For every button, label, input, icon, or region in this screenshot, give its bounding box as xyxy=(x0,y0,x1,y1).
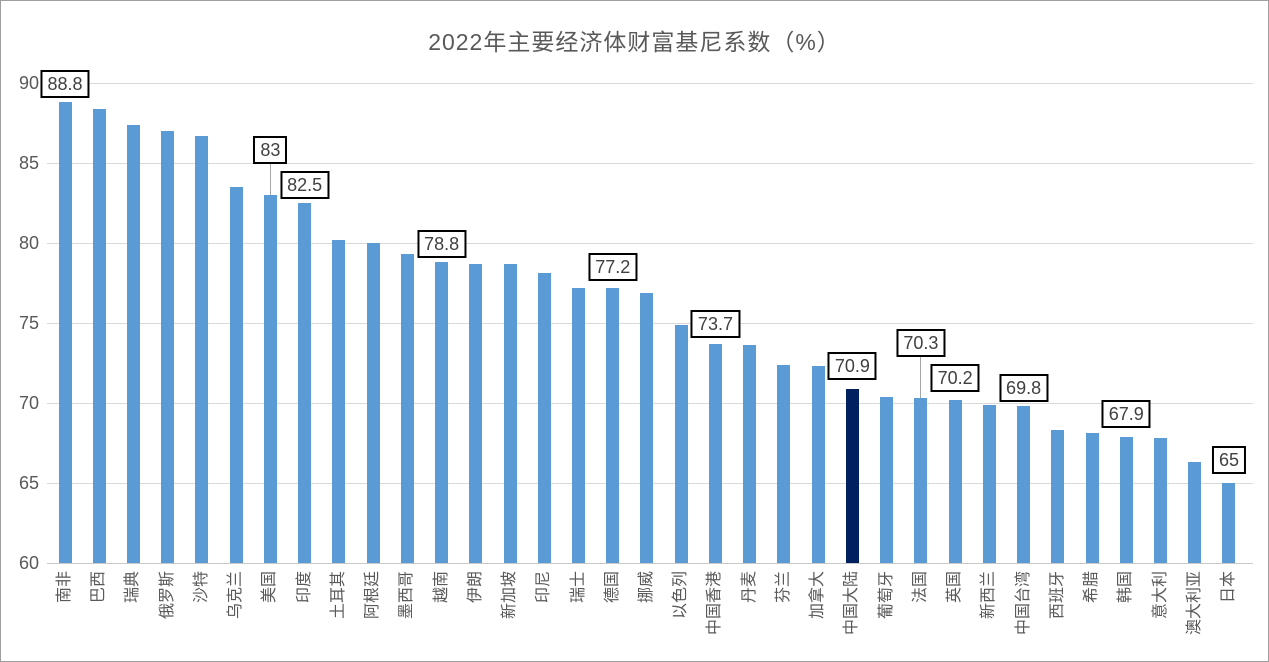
bar xyxy=(1154,438,1168,563)
x-axis-label: 南非 xyxy=(56,571,73,604)
bar xyxy=(503,263,517,563)
gridline xyxy=(47,162,1253,164)
data-callout: 78.8 xyxy=(417,230,467,259)
bar xyxy=(606,287,620,563)
x-axis-label: 澳大利亚 xyxy=(1185,571,1203,636)
x-axis-line xyxy=(47,562,1253,564)
bar xyxy=(469,263,483,563)
data-callout: 67.9 xyxy=(1101,399,1151,428)
bar xyxy=(435,262,449,563)
bar xyxy=(640,292,654,563)
y-tick-label: 70 xyxy=(18,393,39,413)
x-axis-label: 挪威 xyxy=(637,571,655,604)
y-tick-label: 60 xyxy=(18,553,39,573)
bar xyxy=(1188,462,1202,563)
bar xyxy=(811,366,825,563)
bar xyxy=(1017,406,1031,563)
bar xyxy=(1119,436,1133,563)
x-axis-label: 丹麦 xyxy=(740,571,758,604)
x-axis-label: 英国 xyxy=(946,571,964,604)
x-axis-label: 巴西 xyxy=(90,571,108,604)
bar xyxy=(298,203,312,563)
bar xyxy=(195,135,209,563)
bar xyxy=(229,187,243,563)
callout-leader-line xyxy=(920,357,922,399)
x-axis-label: 葡萄牙 xyxy=(877,571,895,620)
x-axis-label: 中国台湾 xyxy=(1014,571,1032,636)
data-callout: 83 xyxy=(253,136,288,164)
bar xyxy=(161,131,175,563)
bar xyxy=(1222,483,1236,563)
x-axis-label: 印尼 xyxy=(535,571,553,604)
data-callout: 69.8 xyxy=(999,374,1049,403)
x-axis-label: 印度 xyxy=(295,571,313,604)
gridline xyxy=(47,242,1253,244)
gridline xyxy=(47,82,1253,84)
bar xyxy=(537,273,551,563)
x-axis-label: 乌克兰 xyxy=(227,571,245,620)
bar xyxy=(948,399,962,563)
bar xyxy=(743,345,757,563)
bar xyxy=(914,398,928,563)
bar xyxy=(400,254,414,563)
x-axis-label: 越南 xyxy=(432,571,450,604)
y-tick-label: 80 xyxy=(18,233,39,253)
y-tick-label: 75 xyxy=(18,313,39,333)
bar xyxy=(58,102,72,563)
x-axis-label: 沙特 xyxy=(192,571,210,604)
y-tick-label: 90 xyxy=(18,73,39,93)
bar xyxy=(708,343,722,563)
y-tick-label: 65 xyxy=(18,473,39,493)
x-axis-label: 俄罗斯 xyxy=(158,571,176,620)
bar xyxy=(1051,430,1065,563)
x-axis-label: 韩国 xyxy=(1117,571,1135,604)
x-axis-label: 法国 xyxy=(911,571,929,604)
x-axis-label: 中国香港 xyxy=(706,571,724,636)
y-tick-label: 85 xyxy=(18,153,39,173)
data-callout: 73.7 xyxy=(690,309,740,338)
x-axis-label: 西班牙 xyxy=(1048,571,1066,620)
x-axis-label: 墨西哥 xyxy=(398,571,416,620)
data-callout: 65 xyxy=(1211,446,1246,474)
bar xyxy=(880,396,894,563)
data-callout: 88.8 xyxy=(40,70,90,99)
data-callout: 77.2 xyxy=(588,252,638,281)
bar xyxy=(126,124,140,563)
chart-title: 2022年主要经济体财富基尼系数（%） xyxy=(428,29,841,55)
x-axis-label: 希腊 xyxy=(1083,571,1101,604)
x-axis-label: 德国 xyxy=(603,571,621,604)
bar xyxy=(92,108,106,563)
bar xyxy=(366,243,380,563)
bar xyxy=(777,364,791,563)
bar-highlight xyxy=(845,388,859,563)
data-callout: 70.2 xyxy=(930,363,980,392)
x-axis-label: 日本 xyxy=(1219,571,1237,604)
x-axis-label: 土耳其 xyxy=(329,571,347,620)
x-axis-label: 瑞典 xyxy=(124,571,142,604)
bar xyxy=(572,287,586,563)
callout-leader-line xyxy=(269,164,271,195)
data-callout: 70.3 xyxy=(896,329,946,358)
x-axis-label: 新加坡 xyxy=(501,571,519,620)
x-axis-label: 意大利 xyxy=(1151,571,1169,620)
x-axis-label: 芬兰 xyxy=(774,571,792,604)
x-axis-label: 阿根廷 xyxy=(364,571,382,620)
bar xyxy=(1085,433,1099,563)
bar xyxy=(674,324,688,563)
x-axis-label: 伊朗 xyxy=(466,571,484,604)
x-axis-label: 新西兰 xyxy=(980,571,998,620)
x-axis-label: 美国 xyxy=(261,571,279,604)
bar xyxy=(982,404,996,563)
bar xyxy=(332,239,346,563)
x-axis-label: 以色列 xyxy=(672,571,690,620)
bar xyxy=(263,195,277,563)
x-axis-label: 中国大陆 xyxy=(843,571,861,636)
data-callout: 82.5 xyxy=(280,171,330,199)
x-axis-label: 瑞士 xyxy=(569,571,587,604)
data-callout: 70.9 xyxy=(827,351,877,380)
x-axis-label: 加拿大 xyxy=(809,571,827,620)
